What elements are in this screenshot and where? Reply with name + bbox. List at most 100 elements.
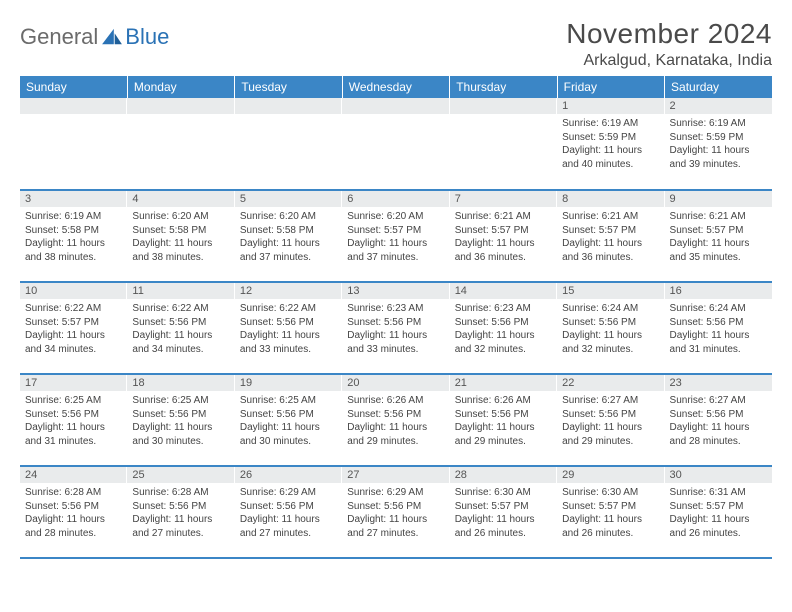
- day-cell: 6Sunrise: 6:20 AMSunset: 5:57 PMDaylight…: [342, 190, 449, 282]
- day-line: Daylight: 11 hours and 27 minutes.: [240, 513, 337, 540]
- day-number: 20: [342, 375, 449, 391]
- day-line: Sunset: 5:56 PM: [132, 316, 229, 330]
- day-content: Sunrise: 6:22 AMSunset: 5:56 PMDaylight:…: [127, 299, 234, 359]
- day-line: Daylight: 11 hours and 32 minutes.: [455, 329, 552, 356]
- day-number: 15: [557, 283, 664, 299]
- day-number: 7: [450, 191, 557, 207]
- day-number: 1: [557, 98, 664, 114]
- day-cell: 2Sunrise: 6:19 AMSunset: 5:59 PMDaylight…: [665, 98, 772, 190]
- day-number: 28: [450, 467, 557, 483]
- logo: General Blue: [20, 18, 169, 50]
- day-line: Sunrise: 6:19 AM: [562, 117, 659, 131]
- day-cell: 21Sunrise: 6:26 AMSunset: 5:56 PMDayligh…: [450, 374, 557, 466]
- day-line: Sunset: 5:57 PM: [347, 224, 444, 238]
- day-content: [235, 114, 342, 120]
- day-cell: [450, 98, 557, 190]
- day-number: 25: [127, 467, 234, 483]
- day-line: Sunset: 5:59 PM: [670, 131, 767, 145]
- day-line: Daylight: 11 hours and 37 minutes.: [347, 237, 444, 264]
- day-line: Sunrise: 6:26 AM: [455, 394, 552, 408]
- logo-sail-icon: [101, 28, 123, 46]
- day-line: Daylight: 11 hours and 30 minutes.: [132, 421, 229, 448]
- day-line: Sunset: 5:56 PM: [132, 408, 229, 422]
- location: Arkalgud, Karnataka, India: [566, 52, 772, 70]
- day-number: 19: [235, 375, 342, 391]
- day-line: Daylight: 11 hours and 31 minutes.: [25, 421, 122, 448]
- day-content: Sunrise: 6:23 AMSunset: 5:56 PMDaylight:…: [450, 299, 557, 359]
- day-number: 14: [450, 283, 557, 299]
- week-row: 17Sunrise: 6:25 AMSunset: 5:56 PMDayligh…: [20, 374, 772, 466]
- day-cell: [342, 98, 449, 190]
- day-number: 9: [665, 191, 772, 207]
- weekday-header: Friday: [557, 76, 664, 98]
- day-cell: 23Sunrise: 6:27 AMSunset: 5:56 PMDayligh…: [665, 374, 772, 466]
- day-line: Sunrise: 6:21 AM: [670, 210, 767, 224]
- day-content: Sunrise: 6:26 AMSunset: 5:56 PMDaylight:…: [342, 391, 449, 451]
- day-line: Daylight: 11 hours and 29 minutes.: [562, 421, 659, 448]
- day-number: [342, 98, 449, 114]
- day-number: 16: [665, 283, 772, 299]
- day-line: Sunset: 5:56 PM: [562, 316, 659, 330]
- day-content: [342, 114, 449, 120]
- weekday-header: Monday: [127, 76, 234, 98]
- day-line: Sunrise: 6:22 AM: [132, 302, 229, 316]
- day-number: [127, 98, 234, 114]
- day-cell: 29Sunrise: 6:30 AMSunset: 5:57 PMDayligh…: [557, 466, 664, 558]
- day-number: 5: [235, 191, 342, 207]
- month-title: November 2024: [566, 18, 772, 50]
- day-line: Sunset: 5:56 PM: [670, 408, 767, 422]
- day-number: 11: [127, 283, 234, 299]
- day-line: Sunset: 5:56 PM: [455, 316, 552, 330]
- day-line: Sunset: 5:57 PM: [25, 316, 122, 330]
- week-row: 24Sunrise: 6:28 AMSunset: 5:56 PMDayligh…: [20, 466, 772, 558]
- day-line: Sunset: 5:57 PM: [562, 500, 659, 514]
- day-content: Sunrise: 6:20 AMSunset: 5:58 PMDaylight:…: [127, 207, 234, 267]
- day-number: 27: [342, 467, 449, 483]
- header: General Blue November 2024 Arkalgud, Kar…: [20, 18, 772, 70]
- weekday-header: Saturday: [665, 76, 772, 98]
- day-line: Sunset: 5:56 PM: [455, 408, 552, 422]
- day-cell: 4Sunrise: 6:20 AMSunset: 5:58 PMDaylight…: [127, 190, 234, 282]
- day-content: Sunrise: 6:29 AMSunset: 5:56 PMDaylight:…: [342, 483, 449, 543]
- day-line: Daylight: 11 hours and 34 minutes.: [132, 329, 229, 356]
- day-line: Daylight: 11 hours and 26 minutes.: [670, 513, 767, 540]
- day-line: Sunset: 5:56 PM: [562, 408, 659, 422]
- day-number: 23: [665, 375, 772, 391]
- day-cell: 26Sunrise: 6:29 AMSunset: 5:56 PMDayligh…: [235, 466, 342, 558]
- day-line: Daylight: 11 hours and 33 minutes.: [347, 329, 444, 356]
- day-content: [450, 114, 557, 120]
- day-line: Sunset: 5:57 PM: [562, 224, 659, 238]
- day-cell: 1Sunrise: 6:19 AMSunset: 5:59 PMDaylight…: [557, 98, 664, 190]
- day-line: Sunrise: 6:26 AM: [347, 394, 444, 408]
- calendar-table: Sunday Monday Tuesday Wednesday Thursday…: [20, 76, 772, 559]
- day-cell: 12Sunrise: 6:22 AMSunset: 5:56 PMDayligh…: [235, 282, 342, 374]
- day-content: Sunrise: 6:30 AMSunset: 5:57 PMDaylight:…: [557, 483, 664, 543]
- weekday-header: Sunday: [20, 76, 127, 98]
- day-line: Sunset: 5:56 PM: [670, 316, 767, 330]
- day-number: 29: [557, 467, 664, 483]
- day-line: Sunset: 5:56 PM: [240, 408, 337, 422]
- day-line: Sunrise: 6:24 AM: [670, 302, 767, 316]
- logo-text-2: Blue: [125, 24, 169, 50]
- day-content: Sunrise: 6:25 AMSunset: 5:56 PMDaylight:…: [20, 391, 127, 451]
- day-cell: 13Sunrise: 6:23 AMSunset: 5:56 PMDayligh…: [342, 282, 449, 374]
- day-content: Sunrise: 6:28 AMSunset: 5:56 PMDaylight:…: [127, 483, 234, 543]
- day-content: Sunrise: 6:24 AMSunset: 5:56 PMDaylight:…: [665, 299, 772, 359]
- day-cell: 30Sunrise: 6:31 AMSunset: 5:57 PMDayligh…: [665, 466, 772, 558]
- day-line: Daylight: 11 hours and 36 minutes.: [562, 237, 659, 264]
- day-line: Sunrise: 6:19 AM: [670, 117, 767, 131]
- day-line: Daylight: 11 hours and 29 minutes.: [347, 421, 444, 448]
- day-line: Sunset: 5:56 PM: [240, 500, 337, 514]
- day-line: Sunrise: 6:30 AM: [455, 486, 552, 500]
- day-line: Daylight: 11 hours and 40 minutes.: [562, 144, 659, 171]
- day-line: Sunset: 5:56 PM: [347, 408, 444, 422]
- day-number: 10: [20, 283, 127, 299]
- day-line: Sunrise: 6:23 AM: [455, 302, 552, 316]
- day-content: Sunrise: 6:22 AMSunset: 5:56 PMDaylight:…: [235, 299, 342, 359]
- day-line: Sunrise: 6:21 AM: [455, 210, 552, 224]
- day-number: [20, 98, 127, 114]
- day-line: Sunset: 5:57 PM: [670, 224, 767, 238]
- day-content: Sunrise: 6:22 AMSunset: 5:57 PMDaylight:…: [20, 299, 127, 359]
- week-row: 3Sunrise: 6:19 AMSunset: 5:58 PMDaylight…: [20, 190, 772, 282]
- day-content: Sunrise: 6:21 AMSunset: 5:57 PMDaylight:…: [450, 207, 557, 267]
